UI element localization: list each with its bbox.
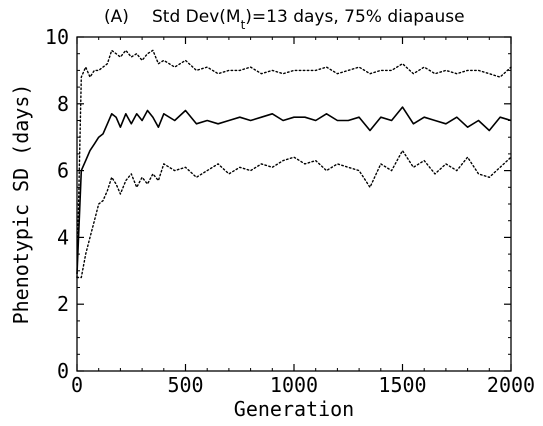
- x-axis-label: Generation: [234, 397, 354, 421]
- panel-label: (A): [104, 7, 129, 27]
- y-tick-label: 0: [57, 359, 69, 383]
- y-tick-label: 8: [57, 92, 69, 116]
- chart-title-suffix: )=13 days, 75% diapause: [245, 7, 464, 27]
- axis-ticks: 0 500 1000 1500 2000 0 2 4 6 8 10: [45, 25, 535, 397]
- plot-frame: [76, 36, 512, 372]
- data-lines: [76, 49, 512, 279]
- y-tick-label: 10: [45, 25, 69, 49]
- x-tick-label: 2000: [487, 373, 535, 397]
- y-tick-label: 4: [57, 225, 69, 249]
- series-line-solid-1: [76, 106, 512, 275]
- chart-title-subscript: t: [241, 18, 246, 32]
- series-line-dotted-0: [76, 49, 512, 279]
- y-tick-label: 6: [57, 159, 69, 183]
- chart-title: Std Dev(Mt)=13 days, 75% diapause: [152, 7, 465, 32]
- series-line-dotted-2: [76, 149, 512, 279]
- chart-title-main: Std Dev(M: [152, 7, 241, 27]
- x-tick-label: 1500: [378, 373, 426, 397]
- x-tick-label: 0: [71, 373, 83, 397]
- y-tick-label: 2: [57, 292, 69, 316]
- x-tick-label: 500: [167, 373, 203, 397]
- x-tick-label: 1000: [270, 373, 318, 397]
- y-axis-label: Phenotypic SD (days): [9, 84, 33, 325]
